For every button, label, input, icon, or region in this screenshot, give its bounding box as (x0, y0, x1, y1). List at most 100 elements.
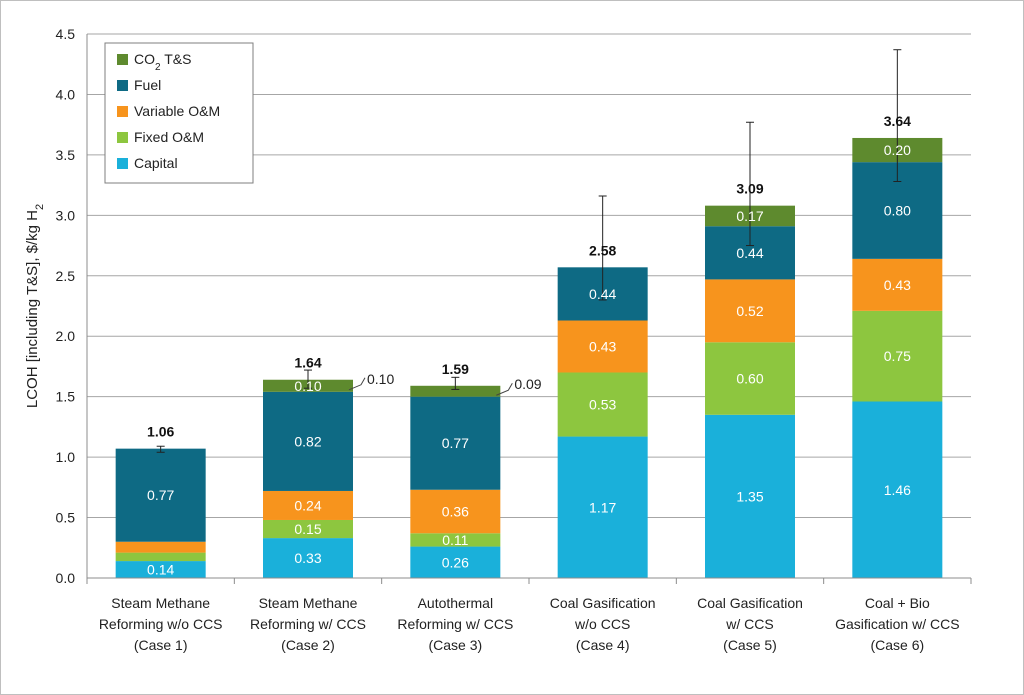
bar-segment (263, 538, 353, 578)
bar-segment (410, 533, 501, 547)
x-category-label: Reforming w/ CCS (397, 616, 513, 632)
callout-leader (496, 382, 513, 396)
segment-value-label: 0.60 (736, 371, 763, 387)
x-category-label: Steam Methane (259, 595, 358, 611)
legend-entry-label: Variable O&M (134, 103, 220, 119)
y-axis-label-main: LCOH [including T&S], $/kg H (24, 210, 41, 408)
bar-segment (115, 448, 206, 542)
bars (115, 137, 943, 578)
bar-total-label: 1.64 (294, 355, 321, 371)
segment-value-label: 0.11 (442, 532, 468, 548)
segment-value-label: 0.36 (442, 504, 469, 520)
legend-entry-subscript: 2 (155, 62, 161, 73)
legend-box (104, 42, 254, 184)
x-category-label: (Case 3) (428, 637, 482, 653)
bar-segment (705, 342, 795, 415)
legend-swatch (117, 158, 128, 169)
segment-value-label: 0.14 (147, 562, 174, 578)
segment-value-label: 0.10 (294, 378, 321, 394)
segment-value-label: 0.80 (884, 202, 911, 218)
legend-entry: Capital (134, 155, 178, 171)
y-tick-label: 3.0 (56, 207, 76, 223)
segment-value-label: 0.44 (589, 286, 616, 302)
bar-segment (557, 372, 648, 437)
legend-entry-label: Capital (134, 155, 178, 171)
x-category-label: (Case 5) (723, 637, 777, 653)
segment-value-label: 0.20 (884, 142, 911, 158)
x-category-label: (Case 1) (134, 637, 188, 653)
legend-entry: Fixed O&M (134, 129, 204, 145)
legend-entry-label: Fuel (134, 77, 161, 93)
bar-total-label: 1.59 (442, 361, 469, 377)
legend-entry-label: Fixed O&M (134, 129, 204, 145)
callout-value-label: 0.09 (514, 376, 541, 392)
callout-value-label: 0.10 (367, 371, 394, 387)
x-category-label: Coal Gasification (697, 595, 803, 611)
x-category-label: Coal Gasification (550, 595, 656, 611)
x-category-label: Reforming w/ CCS (250, 616, 366, 632)
x-category-label: (Case 2) (281, 637, 335, 653)
segment-value-label: 0.75 (884, 348, 911, 364)
bar-segment (705, 279, 795, 343)
segment-value-label: 0.43 (589, 338, 616, 354)
bar-segment (557, 320, 648, 373)
legend-entry-label-rest: T&S (161, 51, 192, 67)
bar-segment (410, 385, 501, 397)
y-axis-label-subscript: 2 (34, 204, 46, 210)
legend-entry: Fuel (134, 77, 161, 93)
bar-segment (410, 546, 501, 578)
error-bars (156, 49, 902, 453)
bar-segment (410, 489, 501, 534)
bar-segment (263, 519, 353, 539)
bar-segment (115, 561, 206, 578)
segment-value-label: 0.15 (294, 521, 321, 537)
segment-value-label: 1.46 (884, 482, 911, 498)
legend-entry-label: CO (134, 51, 155, 67)
x-category-label: Gasification w/ CCS (835, 616, 959, 632)
x-category-label: Steam Methane (111, 595, 210, 611)
segment-value-label: 0.26 (442, 554, 469, 570)
y-tick-label: 1.5 (56, 389, 76, 405)
x-category-label: (Case 4) (576, 637, 630, 653)
segment-value-label: 0.43 (884, 277, 911, 293)
bar-segment (410, 396, 501, 490)
bar-segment (115, 541, 206, 553)
y-tick-label: 2.5 (56, 268, 76, 284)
y-tick-label: 4.5 (56, 26, 76, 42)
bar-segment (263, 391, 353, 491)
segment-value-label: 0.52 (736, 303, 763, 319)
y-tick-label: 0.5 (56, 510, 76, 526)
legend-swatch (117, 54, 128, 65)
segment-value-label: 0.77 (147, 487, 174, 503)
callout-leader (348, 377, 366, 391)
bar-segment (115, 552, 206, 562)
bar-segment (705, 414, 795, 578)
bar-total-label: 1.06 (147, 424, 174, 440)
segment-value-label: 0.24 (294, 497, 321, 513)
bar-segment (263, 490, 353, 520)
legend-entry: Variable O&M (134, 103, 220, 119)
y-tick-label: 1.0 (56, 449, 76, 465)
bar-segment (852, 258, 943, 311)
segment-value-label: 0.44 (736, 245, 763, 261)
segment-value-label: 0.82 (294, 433, 321, 449)
segment-value-label: 1.35 (736, 488, 763, 504)
x-category-label: (Case 6) (870, 637, 924, 653)
legend-entry: CO2 T&S (134, 51, 191, 73)
axes: 0.0 0.5 1.0 1.5 2.0 2.5 3.0 3.5 4.0 4.5 LCOH [incl… (24, 26, 972, 653)
bar-total-label: 3.09 (736, 181, 763, 197)
x-category-label: w/o CCS (574, 616, 630, 632)
bar-segment (852, 401, 943, 578)
y-tick-label: 0.0 (56, 570, 76, 586)
x-category-label: Autothermal (418, 595, 493, 611)
segment-value-label: 1.17 (589, 499, 616, 515)
segment-value-label: 0.53 (589, 397, 616, 413)
bar-total-label: 2.58 (589, 242, 616, 258)
labels: 0.14 0.77 0.33 0.15 0.24 0.82 0.10 0.26 0.11 0.36… (147, 113, 911, 578)
x-category-label: w/ CCS (725, 616, 773, 632)
y-tick-label: 3.5 (56, 147, 76, 163)
segment-value-label: 0.17 (736, 208, 763, 224)
